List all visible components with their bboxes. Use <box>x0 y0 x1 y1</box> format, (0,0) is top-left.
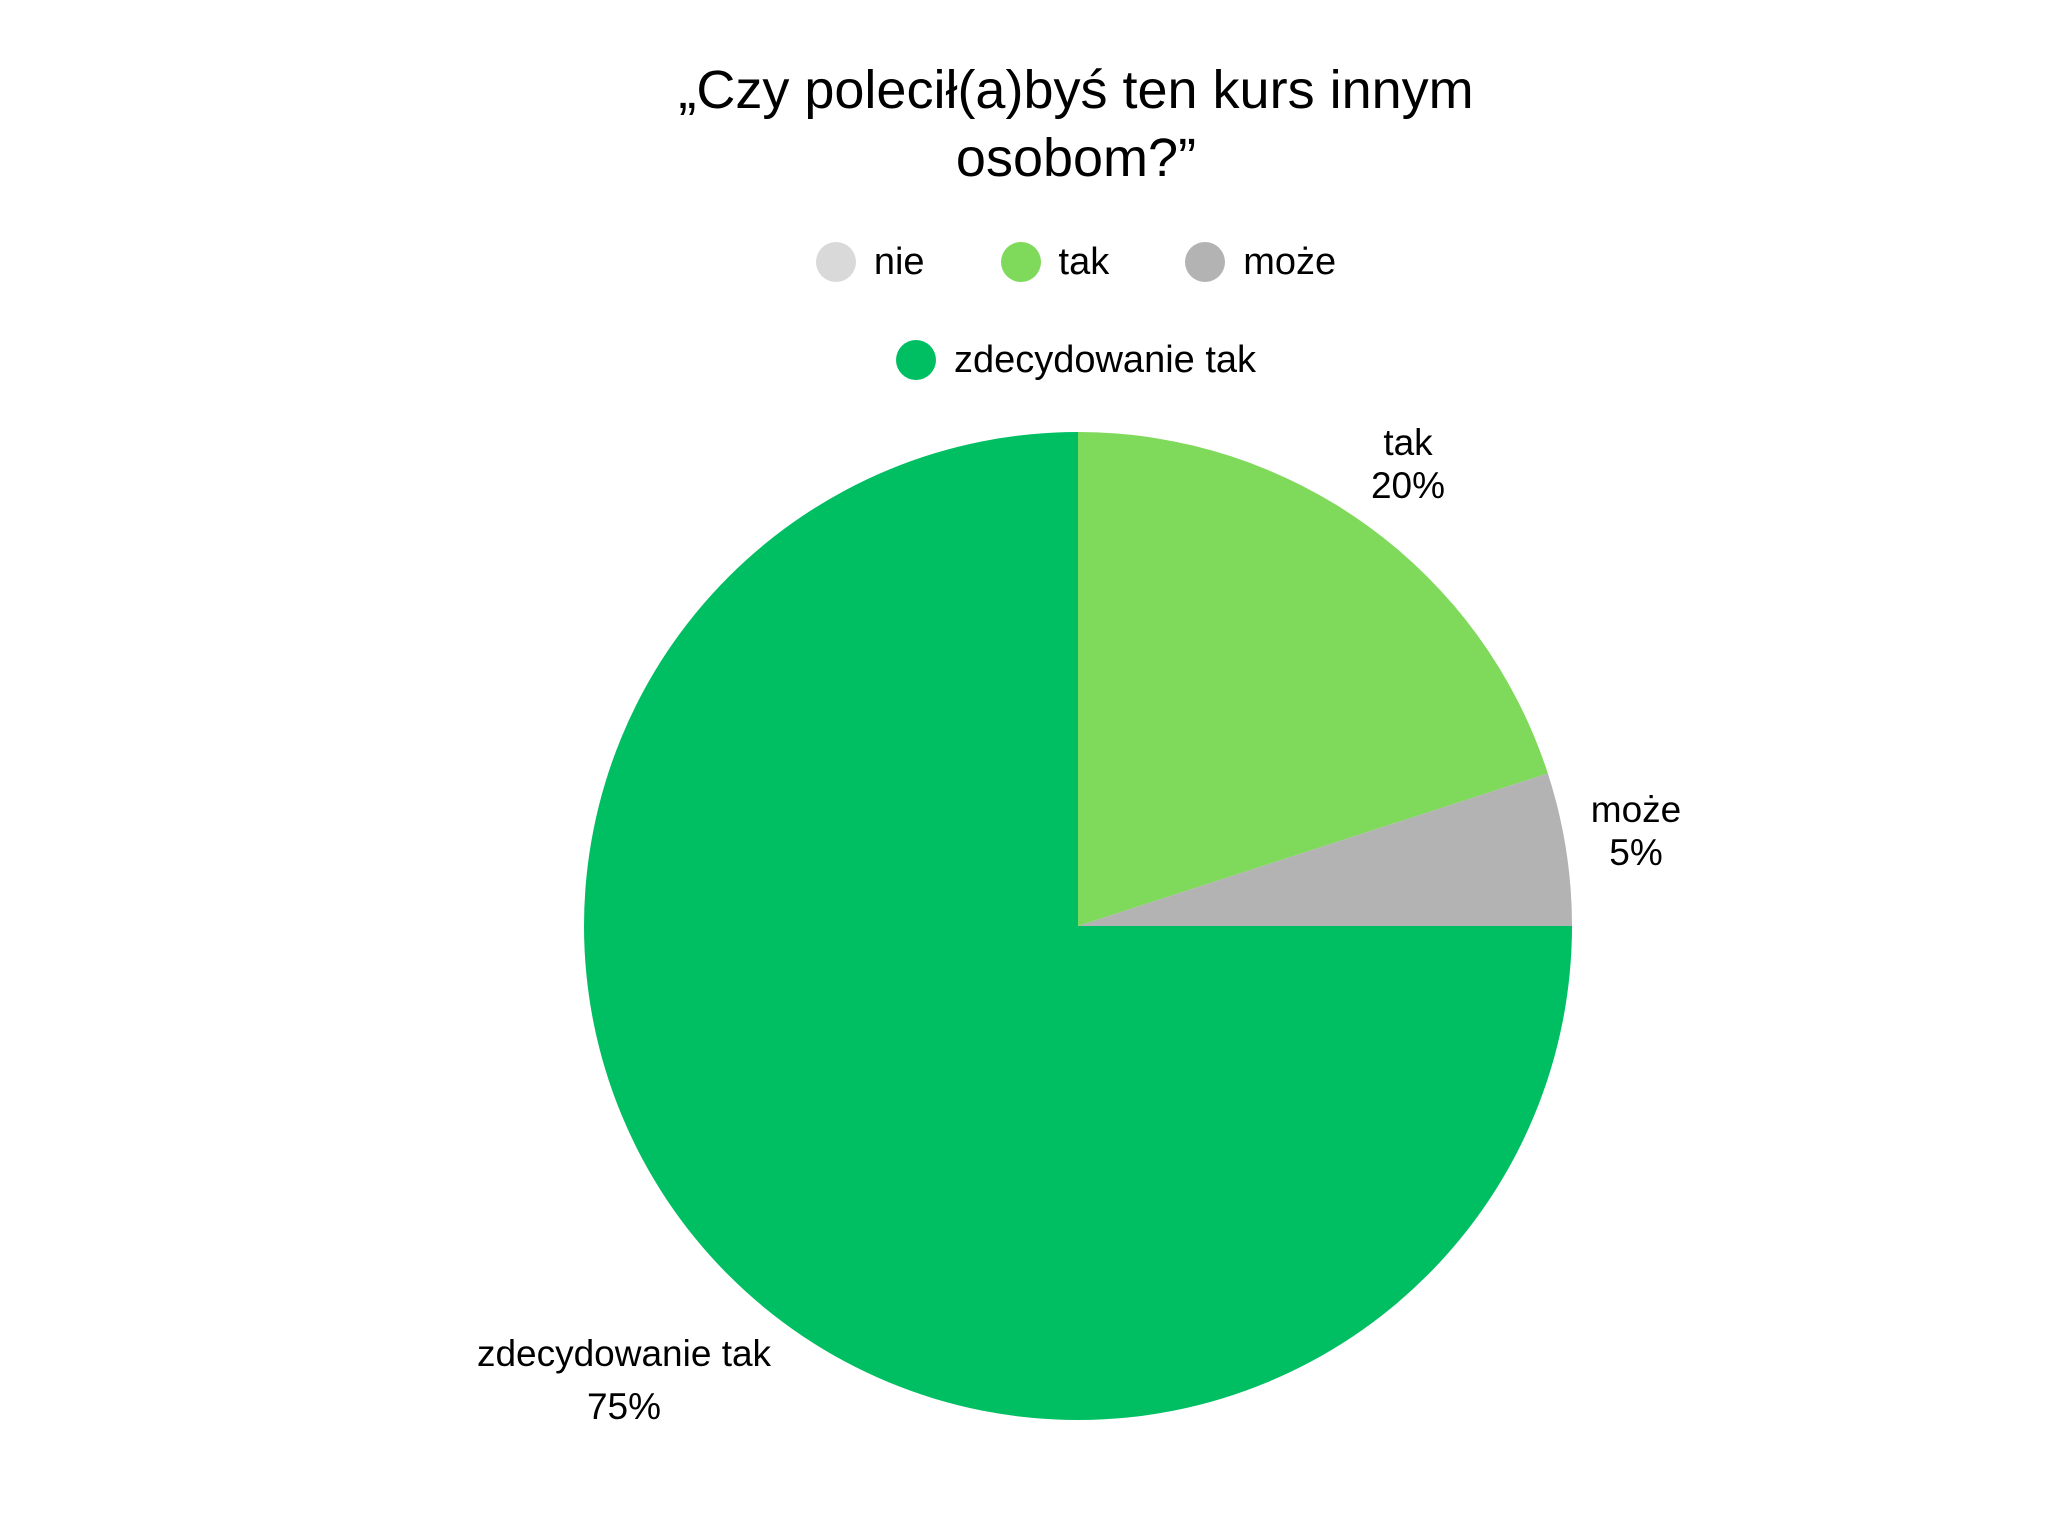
legend-swatch-zdecydowanie-tak <box>895 340 936 380</box>
pie-slice-tak[interactable] <box>1078 432 1548 926</box>
slice-label-moze: może <box>1591 789 1681 830</box>
slice-label-tak: tak <box>1383 422 1433 463</box>
slice-value-zdecydowanie-tak: 75% <box>587 1386 661 1427</box>
slice-label-zdecydowanie-tak: zdecydowanie tak <box>477 1333 772 1374</box>
chart-title: „Czy polecił(a)byś ten kurs innym osobom… <box>0 56 2048 192</box>
pie-slice-moze[interactable] <box>1078 773 1572 926</box>
legend-item-zdecydowanie-tak[interactable]: zdecydowanie tak <box>895 338 1257 382</box>
legend-item-moze[interactable]: może <box>1185 240 1336 284</box>
chart-legend-row-2: zdecydowanie tak <box>0 338 2048 382</box>
legend-item-tak[interactable]: tak <box>1000 240 1110 284</box>
legend-label-tak: tak <box>1058 241 1110 283</box>
chart-title-line-2: osobom?” <box>955 128 1197 188</box>
legend-swatch-nie <box>815 242 856 282</box>
legend-swatch-moze <box>1185 242 1226 282</box>
legend-swatch-tak <box>1000 242 1041 282</box>
legend-item-nie[interactable]: nie <box>815 240 925 284</box>
slice-value-tak: 20% <box>1371 465 1445 506</box>
chart-legend: nie tak może <box>0 240 2048 284</box>
legend-label-nie: nie <box>873 241 925 283</box>
legend-label-zdecydowanie-tak: zdecydowanie tak <box>953 339 1257 381</box>
slice-value-moze: 5% <box>1609 832 1662 873</box>
chart-title-line-1: „Czy polecił(a)byś ten kurs innym <box>678 60 1474 120</box>
legend-label-moze: może <box>1243 241 1337 283</box>
pie-slices <box>584 432 1572 1420</box>
pie-slice-zdecydowanie-tak[interactable] <box>584 432 1572 1420</box>
